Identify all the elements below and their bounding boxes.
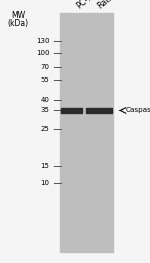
Text: 25: 25 — [41, 126, 50, 132]
Text: PC-12: PC-12 — [75, 0, 99, 11]
Bar — [61, 108, 82, 113]
Text: MW: MW — [11, 11, 25, 20]
Text: 10: 10 — [40, 180, 50, 186]
Text: 130: 130 — [36, 38, 50, 44]
Text: 40: 40 — [41, 97, 50, 103]
Bar — [86, 108, 112, 113]
Text: 100: 100 — [36, 50, 50, 55]
Text: Rat2: Rat2 — [96, 0, 116, 11]
Text: 55: 55 — [41, 77, 50, 83]
Text: 35: 35 — [41, 108, 50, 113]
Bar — [60, 13, 112, 252]
Text: Caspase3: Caspase3 — [125, 108, 150, 113]
Text: 70: 70 — [40, 64, 50, 70]
Text: 15: 15 — [41, 163, 50, 169]
Text: (kDa): (kDa) — [8, 19, 29, 28]
